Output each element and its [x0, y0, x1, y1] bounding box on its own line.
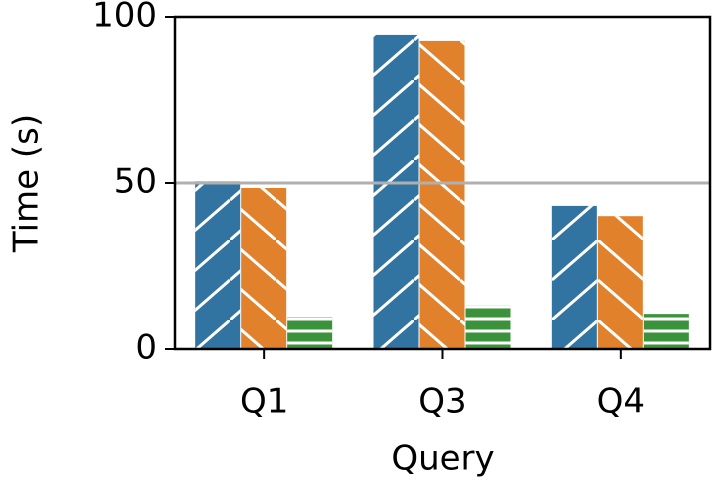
bar-hatch: [241, 187, 287, 349]
bar-hatch: [465, 305, 511, 349]
x-tick-label: Q1: [240, 382, 288, 422]
bar-hatch: [373, 34, 419, 349]
x-tick-label: Q3: [418, 382, 466, 422]
y-tick-label: 50: [114, 162, 157, 202]
bar-hatch: [597, 216, 643, 349]
y-tick-label: 0: [135, 328, 157, 368]
y-axis-label: Time (s): [7, 114, 47, 253]
bar-hatch: [551, 205, 597, 349]
y-tick-label: 100: [92, 0, 157, 36]
plot-frame: [173, 15, 712, 351]
bar-hatch: [287, 317, 333, 349]
bar-hatch: [195, 181, 241, 349]
x-tick-label: Q4: [597, 382, 645, 422]
bar-hatch: [419, 40, 465, 350]
x-axis-label: Query: [391, 439, 494, 479]
bar-hatch: [643, 314, 689, 349]
